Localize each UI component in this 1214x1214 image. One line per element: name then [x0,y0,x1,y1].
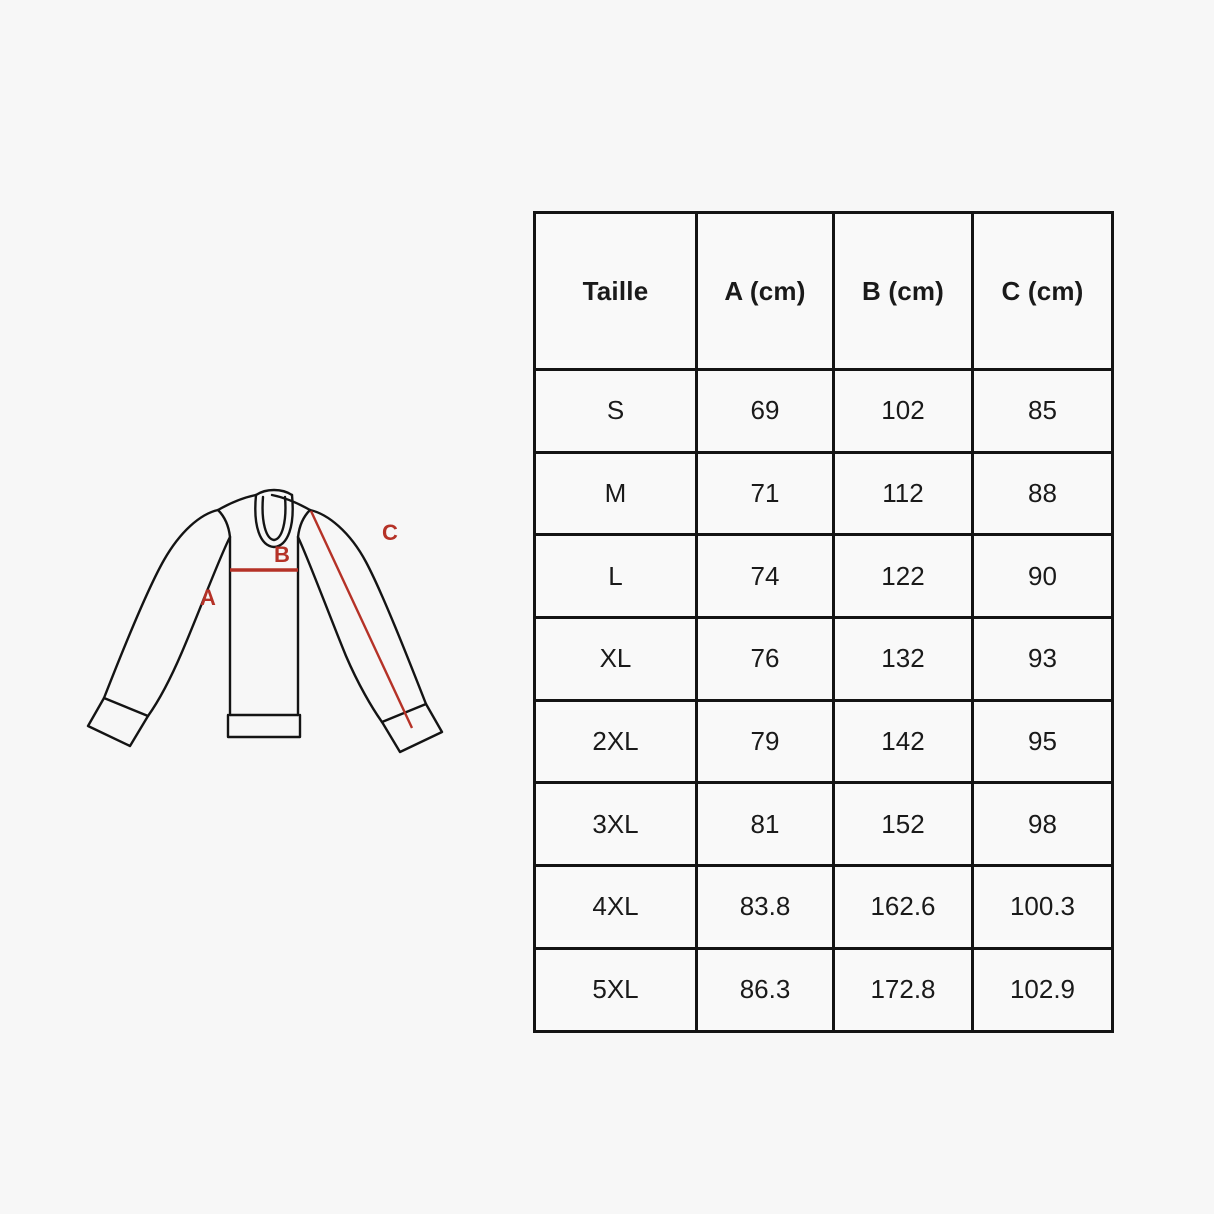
table-row: 3XL 81 152 98 [533,781,1114,868]
cell-a: 69 [695,368,835,454]
cell-size: 3XL [533,781,698,868]
cell-b: 162.6 [832,864,974,950]
cell-b: 142 [832,698,974,785]
cell-a: 76 [695,616,835,702]
measurement-label-a: A [200,585,216,610]
cell-size: XL [533,616,698,702]
cell-b: 132 [832,616,974,702]
neck-opening [254,488,294,497]
cell-a: 81 [695,781,835,868]
left-shoulder-line [216,493,258,512]
cell-size: L [533,533,698,620]
cell-a: 71 [695,450,835,537]
column-header-a: A (cm) [695,211,835,371]
table-header-row: Taille A (cm) B (cm) C (cm) [533,211,1114,371]
cell-size: S [533,368,698,454]
table-row: M 71 112 88 [533,450,1114,537]
cell-c: 93 [971,616,1114,702]
cell-c: 90 [971,533,1114,620]
right-sleeve-inner-seam [296,535,384,724]
column-header-size: Taille [533,211,698,371]
column-header-c: C (cm) [971,211,1114,371]
right-sleeve-outer-seam [308,508,428,706]
measurement-label-b: B [274,542,290,567]
table-row: S 69 102 85 [533,368,1114,454]
cell-size: 2XL [533,698,698,785]
cell-size: 5XL [533,946,698,1033]
body-right-side [296,508,312,717]
cell-a: 86.3 [695,946,835,1033]
cell-a: 74 [695,533,835,620]
cell-size: 4XL [533,864,698,950]
table-row: XL 76 132 93 [533,616,1114,702]
cell-a: 83.8 [695,864,835,950]
left-sleeve-outer-seam [102,508,220,700]
garment-diagram: A B C [60,440,470,760]
cell-c: 95 [971,698,1114,785]
table-row: 5XL 86.3 172.8 102.9 [533,946,1114,1033]
sleeve-length-line-c [309,510,414,729]
size-chart-table: Taille A (cm) B (cm) C (cm) S 69 102 85 … [533,211,1114,1033]
cell-c: 88 [971,450,1114,537]
measurement-label-c: C [382,520,398,545]
cell-b: 152 [832,781,974,868]
collar-outer [254,493,294,549]
cell-size: M [533,450,698,537]
hem-band [226,713,302,739]
left-cuff [86,696,150,748]
body-left-side [216,508,232,717]
left-sleeve-inner-seam [146,535,232,718]
table-row: 4XL 83.8 162.6 100.3 [533,864,1114,950]
table-row: L 74 122 90 [533,533,1114,620]
cell-c: 85 [971,368,1114,454]
right-shoulder-line [270,493,312,512]
cell-c: 102.9 [971,946,1114,1033]
column-header-b: B (cm) [832,211,974,371]
cell-c: 100.3 [971,864,1114,950]
cell-b: 122 [832,533,974,620]
cell-b: 102 [832,368,974,454]
cell-c: 98 [971,781,1114,868]
cell-a: 79 [695,698,835,785]
right-cuff [380,702,444,754]
cell-b: 112 [832,450,974,537]
cell-b: 172.8 [832,946,974,1033]
table-row: 2XL 79 142 95 [533,698,1114,785]
collar-inner [261,495,287,542]
